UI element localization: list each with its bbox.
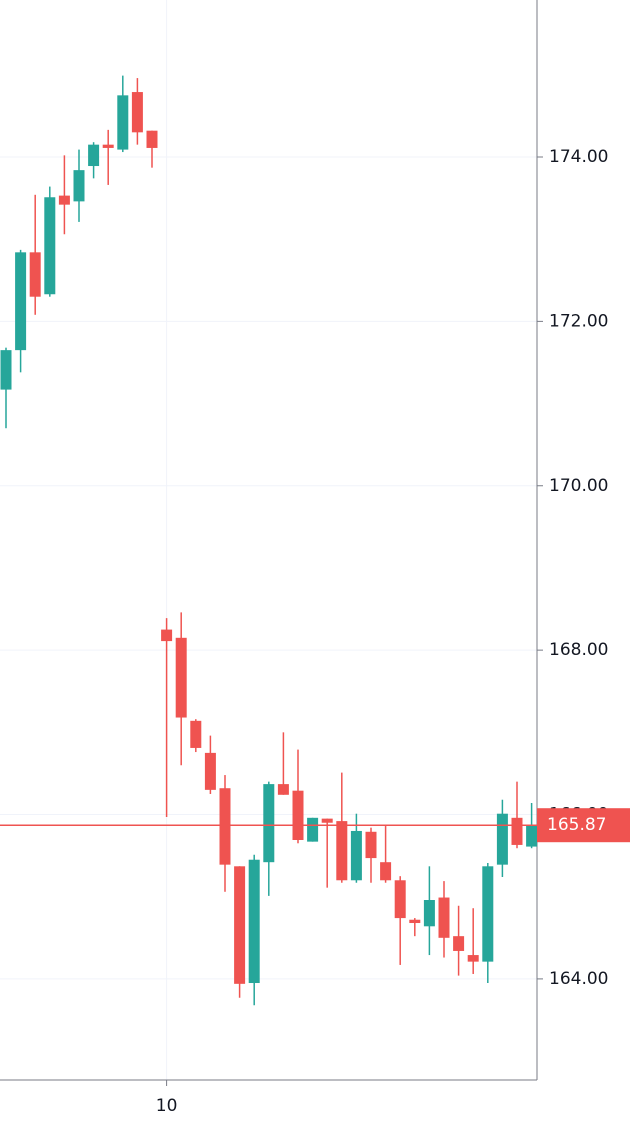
candle-body (190, 720, 202, 748)
candle-body (380, 862, 392, 881)
candle-body (307, 817, 319, 842)
candle-body (234, 866, 246, 984)
y-tick-label: 172.00 (549, 311, 608, 331)
candle-body (248, 859, 260, 984)
candle-body (146, 130, 158, 148)
candle-body (438, 897, 450, 938)
candle-body (15, 252, 27, 351)
last-price-label: 165.87 (547, 815, 606, 835)
candle-body (526, 825, 538, 847)
candle-body (73, 170, 85, 202)
candle-body (58, 195, 70, 205)
candle-body (161, 629, 173, 642)
y-tick-label: 174.00 (549, 147, 608, 167)
candle-body (321, 818, 333, 823)
x-tick-label: 10 (156, 1096, 178, 1116)
candle-body (102, 144, 114, 148)
candle-body (467, 955, 479, 962)
candle-body (219, 788, 231, 865)
candle-body (409, 919, 421, 924)
candle-body (350, 830, 362, 881)
candle-body (365, 831, 377, 859)
candle-body (423, 900, 435, 927)
candle-body (394, 880, 406, 919)
y-tick-label: 168.00 (549, 640, 608, 660)
candle-body (336, 821, 348, 881)
candle-body (453, 936, 465, 951)
candle-body (204, 752, 216, 790)
candle-body (131, 92, 143, 133)
candle-body (277, 784, 289, 795)
candle-body (0, 350, 12, 390)
y-tick-label: 164.00 (549, 969, 608, 989)
y-tick-label: 170.00 (549, 476, 608, 496)
candle-body (263, 784, 275, 863)
candle-body (496, 813, 508, 865)
candle-body (29, 252, 41, 297)
candle-body (482, 866, 494, 962)
candle-body (117, 95, 129, 150)
candle-body (175, 637, 187, 718)
candle-body (88, 144, 100, 167)
last-price-box (537, 808, 630, 843)
candle-body (44, 197, 56, 295)
candle-body (511, 817, 523, 845)
candle-body (292, 790, 304, 840)
